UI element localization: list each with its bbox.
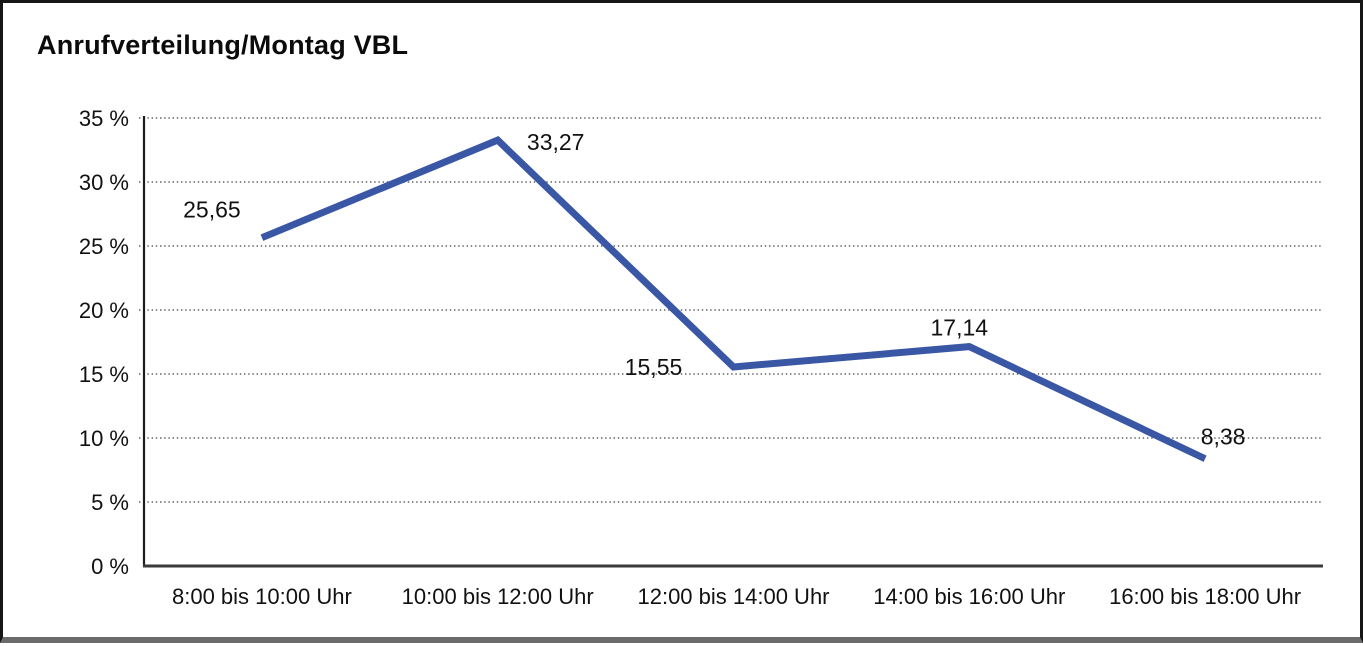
- data-point-label: 8,38: [1201, 424, 1246, 450]
- data-point-label: 33,27: [527, 129, 585, 155]
- y-tick-label: 10 %: [79, 426, 129, 451]
- x-tick-label: 10:00 bis 12:00 Uhr: [402, 584, 594, 609]
- x-tick-label: 8:00 bis 10:00 Uhr: [172, 584, 352, 609]
- y-tick-label: 25 %: [79, 234, 129, 259]
- chart-title: Anrufverteilung/Montag VBL: [37, 30, 409, 60]
- data-point-label: 17,14: [931, 315, 989, 341]
- data-point-label: 25,65: [183, 197, 241, 223]
- y-tick-label: 35 %: [79, 106, 129, 131]
- x-tick-label: 12:00 bis 14:00 Uhr: [637, 584, 829, 609]
- y-tick-label: 15 %: [79, 362, 129, 387]
- x-tick-label: 16:00 bis 18:00 Uhr: [1109, 584, 1301, 609]
- x-tick-label: 14:00 bis 16:00 Uhr: [873, 584, 1065, 609]
- y-tick-label: 5 %: [91, 490, 129, 515]
- y-tick-label: 20 %: [79, 298, 129, 323]
- y-tick-label: 0 %: [91, 554, 129, 579]
- y-tick-label: 30 %: [79, 170, 129, 195]
- data-line: [260, 136, 1207, 462]
- chart-canvas: 35 % 30 % 25 % 20 % 15 % 10 % 5 % 0 % 8:00 bis 1…: [79, 106, 1323, 609]
- data-point-label: 15,55: [625, 354, 683, 380]
